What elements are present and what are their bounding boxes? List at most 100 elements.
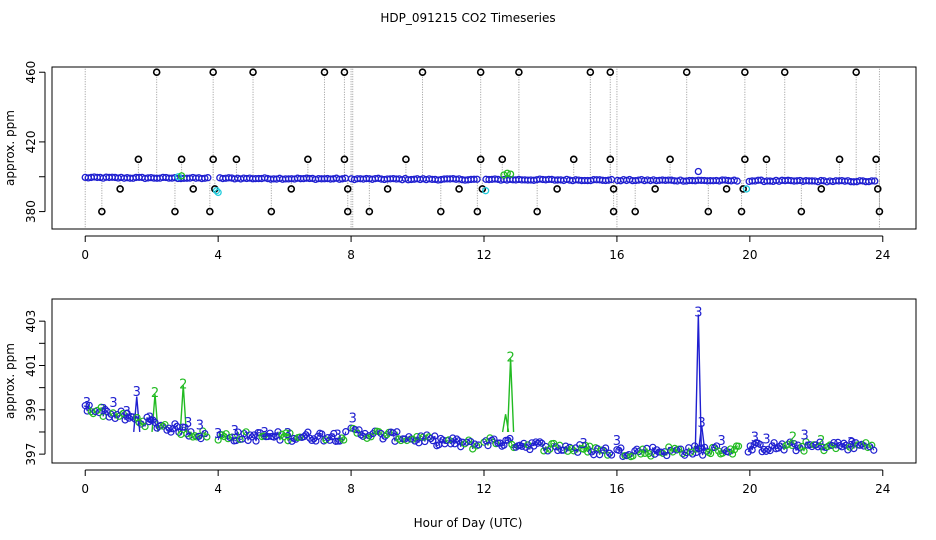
flag-label: 2 bbox=[179, 377, 187, 392]
series-point bbox=[625, 450, 633, 459]
series-point bbox=[631, 447, 639, 455]
data-points bbox=[81, 401, 878, 461]
calibration-point bbox=[134, 155, 143, 164]
series-point bbox=[659, 449, 667, 457]
flag-label: 2 bbox=[506, 351, 514, 366]
flag-cyan-point bbox=[212, 187, 221, 195]
calibration-point bbox=[609, 207, 618, 216]
series-point bbox=[560, 446, 568, 454]
series-point bbox=[111, 414, 119, 423]
calibration-point bbox=[835, 155, 844, 164]
series-point bbox=[574, 448, 582, 456]
series-point bbox=[790, 439, 798, 448]
flag-label: 3 bbox=[698, 416, 706, 431]
series-segment bbox=[343, 431, 347, 441]
calibration-point bbox=[473, 207, 482, 216]
flag-label: 3 bbox=[284, 427, 292, 442]
figure-title: HDP_091215 CO2 Timeseries bbox=[380, 11, 555, 25]
series-segment bbox=[104, 409, 108, 412]
series-point bbox=[663, 451, 671, 460]
series-point bbox=[639, 445, 647, 453]
series-segment bbox=[446, 439, 449, 442]
flag-label: 3 bbox=[184, 416, 192, 431]
series-point bbox=[780, 446, 788, 454]
calibration-point bbox=[455, 185, 463, 193]
flag-label: 3 bbox=[751, 431, 759, 446]
ambient-point bbox=[473, 175, 481, 183]
series-point bbox=[342, 428, 350, 436]
series-point bbox=[445, 436, 453, 444]
series-segment bbox=[456, 438, 460, 442]
x-tick-label: 12 bbox=[476, 482, 491, 496]
series-segment bbox=[436, 444, 440, 447]
series-point bbox=[679, 450, 687, 458]
calibration-point bbox=[569, 155, 578, 164]
series-point bbox=[218, 431, 226, 439]
series-point bbox=[351, 426, 359, 434]
series-point bbox=[544, 447, 552, 455]
calibration-point bbox=[737, 207, 746, 216]
series-point bbox=[486, 434, 494, 442]
series-point bbox=[734, 442, 743, 450]
series-point bbox=[459, 438, 467, 446]
series-point bbox=[195, 432, 203, 440]
series-point bbox=[437, 434, 445, 443]
x-tick-label: 8 bbox=[347, 248, 355, 262]
flag-cyan-point bbox=[174, 173, 182, 181]
series-point bbox=[762, 447, 770, 455]
calibration-point bbox=[209, 155, 217, 164]
series-point bbox=[97, 403, 105, 411]
calibration-point bbox=[340, 68, 349, 77]
series-point bbox=[866, 443, 874, 451]
series-point bbox=[389, 429, 397, 437]
calibration-point bbox=[651, 185, 659, 193]
series-point bbox=[870, 446, 878, 454]
series-segment bbox=[543, 446, 547, 452]
flag-label: 3 bbox=[146, 412, 154, 427]
y-tick-label: 397 bbox=[24, 443, 38, 466]
calibration-point bbox=[98, 207, 106, 216]
spike-line bbox=[506, 358, 515, 433]
x-tick-label: 24 bbox=[875, 482, 890, 496]
plot-frame-2 bbox=[51, 298, 917, 464]
series-point bbox=[840, 439, 848, 447]
series-point bbox=[318, 430, 326, 438]
spike-line bbox=[151, 394, 159, 433]
series-point bbox=[246, 431, 254, 439]
calibration-point bbox=[402, 155, 410, 164]
series-point bbox=[203, 433, 211, 441]
spike-line bbox=[694, 314, 703, 450]
calibration-point bbox=[249, 68, 257, 77]
x-tick-label: 4 bbox=[214, 248, 222, 262]
flag-label: 3 bbox=[196, 418, 204, 433]
calibration-point bbox=[741, 155, 749, 164]
x-tick-label: 20 bbox=[742, 482, 757, 496]
top-panel: 0 4 8 12 16 20 24 380 420 460 approx. ppm bbox=[3, 61, 917, 262]
series-point bbox=[183, 430, 191, 438]
calibration-point bbox=[873, 185, 882, 193]
series-segment bbox=[732, 449, 736, 455]
calibration-point bbox=[682, 68, 691, 77]
ambient-point bbox=[871, 177, 879, 185]
calibration-point bbox=[320, 68, 329, 77]
flag-label: 3 bbox=[801, 428, 809, 443]
y-tick-label: 399 bbox=[24, 398, 38, 421]
series-point bbox=[248, 433, 256, 441]
series-point bbox=[744, 448, 752, 456]
x-tick-label: 20 bbox=[742, 248, 757, 262]
flag2-point bbox=[503, 169, 511, 177]
flag-label: 3 bbox=[694, 305, 702, 320]
x-tick-label: 0 bbox=[81, 482, 89, 496]
calibration-point bbox=[206, 207, 214, 216]
calibration-point bbox=[666, 155, 674, 164]
flag-label: 3 bbox=[847, 436, 855, 451]
flag-label: 3 bbox=[83, 396, 91, 411]
flag-label: 3 bbox=[231, 424, 239, 439]
series-point bbox=[181, 423, 189, 431]
calibration-point bbox=[498, 155, 507, 164]
calibration-point bbox=[189, 185, 198, 193]
flag-label: 3 bbox=[762, 433, 770, 448]
series-segment bbox=[843, 442, 847, 446]
series-point bbox=[175, 428, 183, 436]
